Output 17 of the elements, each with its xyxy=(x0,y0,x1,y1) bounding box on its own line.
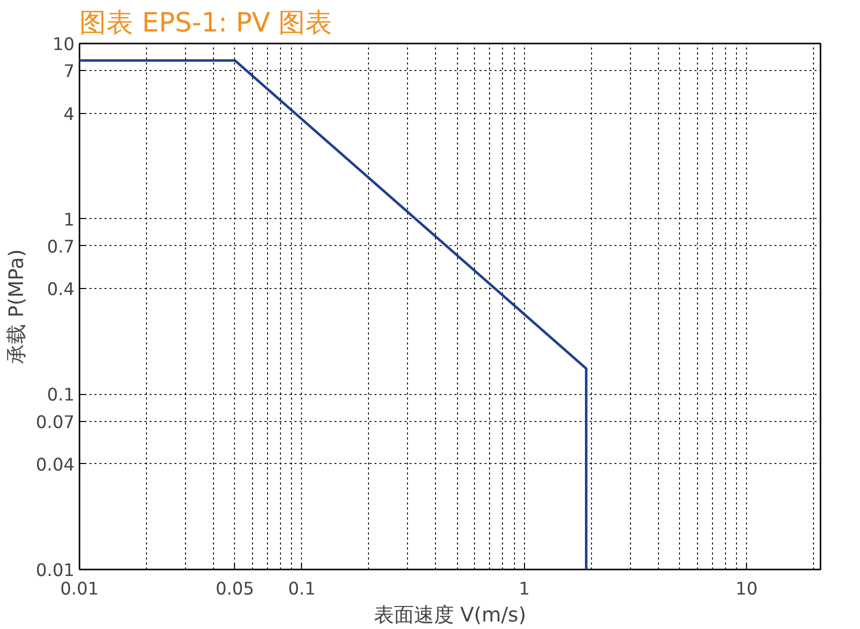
x-tick-label: 1 xyxy=(518,580,530,600)
y-tick-label: 0.7 xyxy=(46,237,75,258)
y-tick-label: 0.1 xyxy=(46,386,75,406)
chart-title: 图表 EPS-1: PV 图表 xyxy=(80,8,333,38)
y-tick-label: 0.01 xyxy=(36,561,75,581)
x-axis-title: 表面速度 V(m/s) xyxy=(374,602,526,626)
x-tick-label: 0.1 xyxy=(288,580,316,600)
y-tick-label: 7 xyxy=(63,62,75,82)
y-tick-label: 10 xyxy=(52,35,75,55)
y-axis-title: 承载 P(MPa) xyxy=(4,249,28,364)
x-tick-label: 0.05 xyxy=(216,580,254,600)
y-tick-label: 0.4 xyxy=(46,280,75,300)
y-tick-label: 1 xyxy=(63,210,75,230)
y-tick-label: 0.04 xyxy=(36,455,75,476)
y-tick-label: 0.07 xyxy=(36,412,75,433)
y-tick-label: 4 xyxy=(63,104,75,125)
x-tick-label: 10 xyxy=(736,580,758,600)
